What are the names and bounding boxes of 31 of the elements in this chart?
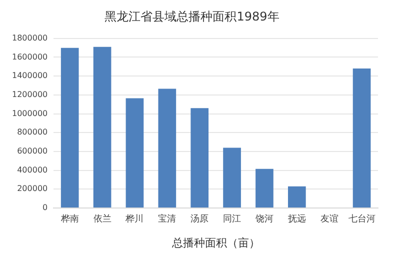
- y-tick-label: 1000000: [12, 108, 48, 118]
- y-tick-label: 0: [42, 203, 48, 212]
- bar: [60, 48, 79, 208]
- bar: [352, 68, 371, 208]
- y-tick-label: 200000: [17, 184, 48, 194]
- bar: [190, 108, 209, 208]
- y-tick-label: 400000: [17, 165, 48, 174]
- y-tick-label: 600000: [17, 146, 48, 156]
- y-tick-label: 1200000: [12, 90, 48, 100]
- x-tick-label: 友谊: [320, 214, 338, 225]
- x-tick-label: 桦川: [124, 214, 144, 225]
- bar: [158, 88, 176, 208]
- y-tick-label: 800000: [17, 128, 48, 137]
- y-tick-label: 1600000: [12, 52, 48, 62]
- bar: [223, 148, 241, 208]
- bar: [126, 98, 144, 208]
- x-axis-title: 总播种面积（亩）: [170, 236, 260, 250]
- chart-title: 黑龙江省县域总播种面积1989年: [104, 9, 280, 24]
- x-tick-label: 桦南: [60, 214, 79, 225]
- x-tick-label: 依兰: [93, 214, 112, 225]
- x-tick-label: 同江: [223, 214, 242, 225]
- x-tick-label: 七台河: [348, 214, 376, 225]
- y-tick-label: 1400000: [12, 71, 48, 80]
- x-tick-label: 饶河: [254, 214, 274, 225]
- x-tick-label: 汤原: [190, 214, 209, 225]
- x-tick-label: 抚远: [286, 214, 306, 225]
- bar: [288, 186, 306, 208]
- bar: [93, 46, 112, 208]
- x-tick-label: 宝清: [158, 214, 176, 225]
- bar: [256, 168, 274, 208]
- y-tick-label: 1800000: [12, 33, 48, 42]
